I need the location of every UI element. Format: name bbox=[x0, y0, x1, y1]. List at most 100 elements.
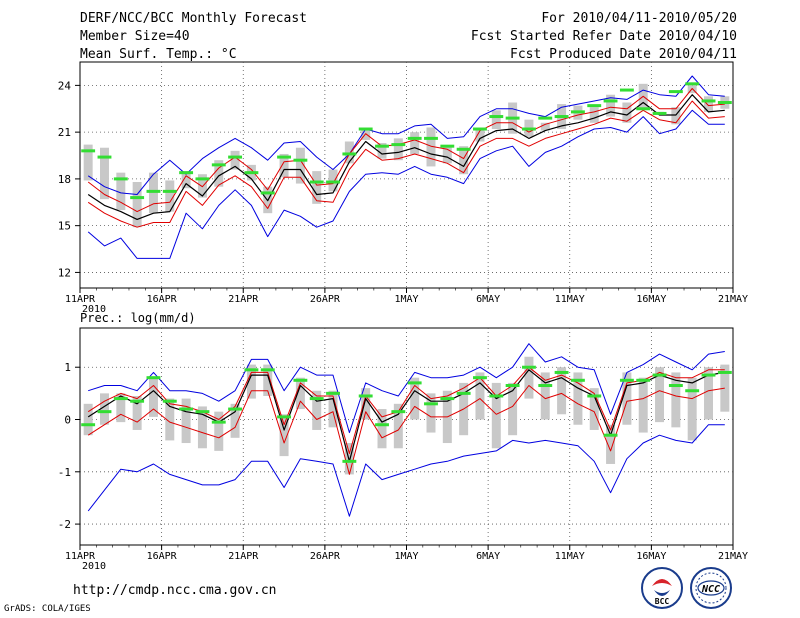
ensemble-box bbox=[426, 393, 436, 433]
grads-credit: GrADS: COLA/IGES bbox=[4, 604, 91, 614]
median-mark bbox=[701, 373, 716, 377]
footer-url[interactable]: http://cmdp.ncc.cma.gov.cn bbox=[73, 583, 277, 598]
upper-spread-line bbox=[87, 366, 725, 454]
median-mark bbox=[375, 144, 389, 148]
ensemble-box bbox=[475, 372, 485, 420]
median-mark bbox=[195, 410, 210, 414]
median-mark bbox=[717, 101, 732, 105]
median-mark bbox=[554, 115, 569, 119]
ensemble-box bbox=[589, 388, 599, 430]
ensemble-box bbox=[540, 372, 550, 420]
ensemble-box bbox=[214, 160, 224, 187]
min-line bbox=[87, 424, 725, 517]
bcc-logo-text: BCC bbox=[655, 597, 670, 606]
median-mark bbox=[113, 397, 128, 401]
ensemble-box bbox=[279, 414, 289, 457]
median-mark bbox=[538, 116, 553, 120]
ensemble-box bbox=[475, 129, 485, 142]
ensemble-box bbox=[540, 122, 550, 131]
median-mark bbox=[97, 155, 112, 159]
x-tick-label: 16MAY bbox=[636, 294, 666, 305]
median-mark bbox=[260, 368, 275, 372]
mean-line bbox=[87, 94, 725, 220]
median-mark bbox=[130, 196, 145, 200]
x-tick-label: 21MAY bbox=[718, 551, 748, 562]
median-mark bbox=[244, 171, 259, 175]
ensemble-box bbox=[148, 377, 158, 417]
ensemble-box bbox=[524, 356, 534, 399]
ensemble-box bbox=[116, 172, 126, 211]
ensemble-box bbox=[246, 364, 256, 399]
x-tick-label: 6MAY bbox=[476, 294, 500, 305]
median-mark bbox=[146, 189, 161, 193]
x-tick-label: 16APR bbox=[147, 551, 178, 562]
median-mark bbox=[440, 144, 455, 148]
median-mark bbox=[521, 127, 536, 131]
median-mark bbox=[521, 365, 536, 369]
min-line bbox=[87, 109, 725, 259]
median-mark bbox=[407, 136, 422, 140]
ncc-globe-icon bbox=[697, 580, 725, 596]
variable-label: Mean Surf. Temp.: °C bbox=[80, 47, 237, 62]
ensemble-box bbox=[410, 132, 420, 154]
y-tick-label: 18 bbox=[58, 173, 71, 186]
ensemble-box bbox=[197, 406, 207, 449]
median-mark bbox=[195, 177, 210, 181]
y-tick-label: 15 bbox=[58, 220, 71, 233]
median-mark bbox=[473, 376, 487, 380]
median-mark bbox=[587, 394, 602, 398]
median-mark bbox=[505, 384, 520, 388]
median-mark bbox=[326, 391, 340, 395]
median-mark bbox=[489, 394, 504, 398]
median-mark bbox=[619, 378, 634, 382]
x-tick-label: 21APR bbox=[228, 551, 259, 562]
x-tick-label: 21MAY bbox=[718, 294, 748, 305]
ensemble-box bbox=[671, 372, 681, 428]
x-tick-label: 11MAY bbox=[555, 551, 585, 562]
ensemble-box bbox=[622, 102, 632, 123]
max-line bbox=[87, 75, 725, 195]
ensemble-box bbox=[573, 372, 583, 425]
ensemble-box bbox=[328, 390, 338, 428]
median-mark bbox=[570, 110, 585, 114]
ensemble-box bbox=[83, 144, 93, 181]
median-mark bbox=[701, 99, 716, 103]
median-mark bbox=[375, 423, 389, 427]
median-mark bbox=[326, 180, 340, 184]
ncc-logo-text: NCC bbox=[701, 584, 720, 595]
ensemble-box bbox=[638, 377, 648, 433]
median-mark bbox=[603, 433, 618, 437]
median-mark bbox=[113, 177, 128, 181]
median-mark bbox=[424, 402, 438, 406]
median-mark bbox=[277, 155, 292, 159]
x-tick-label: 21APR bbox=[228, 294, 259, 305]
median-mark bbox=[342, 152, 357, 156]
ensemble-box bbox=[132, 395, 142, 430]
ensemble-box bbox=[230, 403, 240, 438]
fcst-started-date: Fcst Started Refer Date 2010/04/10 bbox=[470, 29, 737, 44]
ensemble-box bbox=[393, 403, 403, 449]
median-mark bbox=[587, 104, 602, 108]
x-tick-label: 16APR bbox=[147, 294, 178, 305]
chart-title: DERF/NCC/BCC Monthly Forecast bbox=[80, 11, 307, 26]
ensemble-box bbox=[181, 171, 191, 189]
ensemble-box bbox=[344, 443, 354, 475]
median-mark bbox=[260, 191, 275, 195]
ensemble-box bbox=[99, 393, 109, 425]
median-mark bbox=[81, 149, 96, 153]
median-mark bbox=[97, 410, 112, 414]
ensemble-box bbox=[491, 382, 501, 449]
median-mark bbox=[668, 90, 683, 94]
median-mark bbox=[277, 415, 292, 419]
ensemble-box bbox=[508, 382, 518, 436]
ensemble-box bbox=[606, 94, 616, 117]
ensemble-box bbox=[181, 398, 191, 444]
x-tick-label: 26APR bbox=[310, 294, 341, 305]
median-mark bbox=[358, 127, 373, 131]
ensemble-box bbox=[214, 411, 224, 451]
x-tick-label: 6MAY bbox=[476, 551, 500, 562]
ensemble-box bbox=[622, 372, 632, 425]
ensemble-box bbox=[295, 147, 305, 184]
x-year-label: 2010 bbox=[82, 561, 106, 572]
